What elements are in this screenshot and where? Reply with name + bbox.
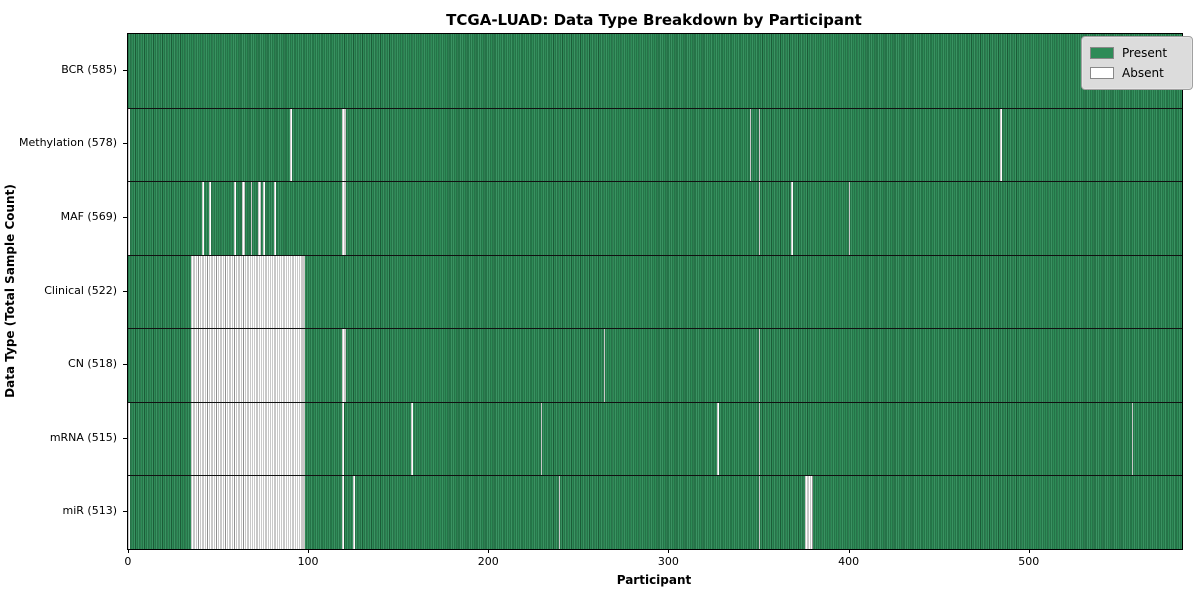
row-separator xyxy=(128,475,1182,477)
absent-stripe xyxy=(342,328,346,402)
heatmap-row-methylation xyxy=(128,107,1182,182)
absent-stripe xyxy=(1131,401,1134,476)
absent-stripe xyxy=(342,181,346,255)
x-axis-label: Participant xyxy=(616,573,692,587)
heatmap-row-maf xyxy=(128,181,1182,255)
row-separator xyxy=(128,181,1182,183)
absent-stripe xyxy=(342,107,346,182)
legend-label: Present xyxy=(1122,46,1168,60)
absent-stripe xyxy=(749,107,752,182)
row-separator xyxy=(128,254,1182,256)
x-tick-label: 100 xyxy=(297,555,319,568)
row-separator xyxy=(128,401,1182,403)
absent-stripe xyxy=(791,181,793,255)
absent-stripe xyxy=(353,475,355,549)
x-tick-mark xyxy=(488,549,490,553)
y-tick-label: Clinical (522) xyxy=(44,283,117,297)
y-tick-label: mRNA (515) xyxy=(49,430,117,444)
present-swatch-icon xyxy=(1090,47,1114,59)
absent-stripe xyxy=(128,107,130,182)
y-tick-mark xyxy=(123,143,127,145)
absent-stripe xyxy=(758,475,761,549)
absent-stripe xyxy=(603,328,606,402)
y-tick-mark xyxy=(123,290,127,292)
absent-stripe xyxy=(558,475,561,549)
absent-stripe xyxy=(191,475,305,549)
absent-stripe xyxy=(540,401,543,476)
y-tick-label: CN (518) xyxy=(68,357,117,371)
absent-stripe xyxy=(191,328,305,402)
absent-stripe xyxy=(290,107,292,182)
x-tick-label: 200 xyxy=(477,555,499,568)
absent-stripe xyxy=(805,475,813,549)
x-tick-mark xyxy=(668,549,670,553)
x-tick-label: 400 xyxy=(838,555,860,568)
absent-stripe xyxy=(128,181,130,255)
x-tick-label: 500 xyxy=(1018,555,1040,568)
y-axis-label: Data Type (Total Sample Count) xyxy=(3,184,17,398)
absent-stripe xyxy=(201,181,204,255)
absent-stripe xyxy=(717,401,719,476)
absent-stripe xyxy=(758,107,761,182)
row-separator xyxy=(128,107,1182,109)
absent-stripe xyxy=(342,401,345,476)
y-tick-mark xyxy=(123,437,127,439)
y-tick-label: MAF (569) xyxy=(60,209,117,223)
absent-stripe xyxy=(848,181,851,255)
absent-stripe xyxy=(128,401,130,476)
legend-label: Absent xyxy=(1122,66,1164,80)
chart-title: TCGA-LUAD: Data Type Breakdown by Partic… xyxy=(446,11,862,29)
y-tick-mark xyxy=(123,216,127,218)
absent-stripe xyxy=(1000,107,1002,182)
legend-entry-present: Present xyxy=(1090,43,1184,63)
row-separator xyxy=(128,328,1182,330)
absent-stripe xyxy=(342,475,345,549)
y-tick-mark xyxy=(123,364,127,366)
x-tick-label: 0 xyxy=(124,555,132,568)
heatmap-row-cn xyxy=(128,328,1182,402)
absent-stripe xyxy=(191,254,305,329)
y-tick-label: BCR (585) xyxy=(61,62,117,76)
x-tick-label: 300 xyxy=(657,555,679,568)
x-tick-mark xyxy=(1028,549,1030,553)
absent-stripe xyxy=(263,181,265,255)
y-tick-label: Methylation (578) xyxy=(19,136,117,150)
absent-stripe xyxy=(257,181,262,255)
legend: Present Absent xyxy=(1081,36,1193,90)
absent-stripe xyxy=(128,475,130,549)
absent-stripe xyxy=(209,181,211,255)
heatmap-plot xyxy=(127,33,1183,550)
x-tick-mark xyxy=(308,549,310,553)
y-tick-mark xyxy=(123,69,127,71)
y-tick-label: miR (513) xyxy=(62,504,118,518)
heatmap-row-bcr xyxy=(128,34,1182,108)
heatmap-row-mir xyxy=(128,475,1182,549)
heatmap-row-mrna xyxy=(128,401,1182,476)
absent-stripe xyxy=(273,181,276,255)
absent-stripe xyxy=(234,181,237,255)
absent-stripe xyxy=(410,401,413,476)
absent-stripe xyxy=(758,328,761,402)
x-tick-mark xyxy=(848,549,850,553)
absent-stripe xyxy=(191,401,305,476)
absent-stripe xyxy=(250,181,253,255)
absent-stripe xyxy=(758,401,761,476)
absent-swatch-icon xyxy=(1090,67,1114,79)
legend-entry-absent: Absent xyxy=(1090,63,1184,83)
x-tick-mark xyxy=(127,549,129,553)
absent-stripe xyxy=(758,181,761,255)
heatmap-row-clinical xyxy=(128,254,1182,329)
y-tick-mark xyxy=(123,511,127,513)
absent-stripe xyxy=(241,181,246,255)
